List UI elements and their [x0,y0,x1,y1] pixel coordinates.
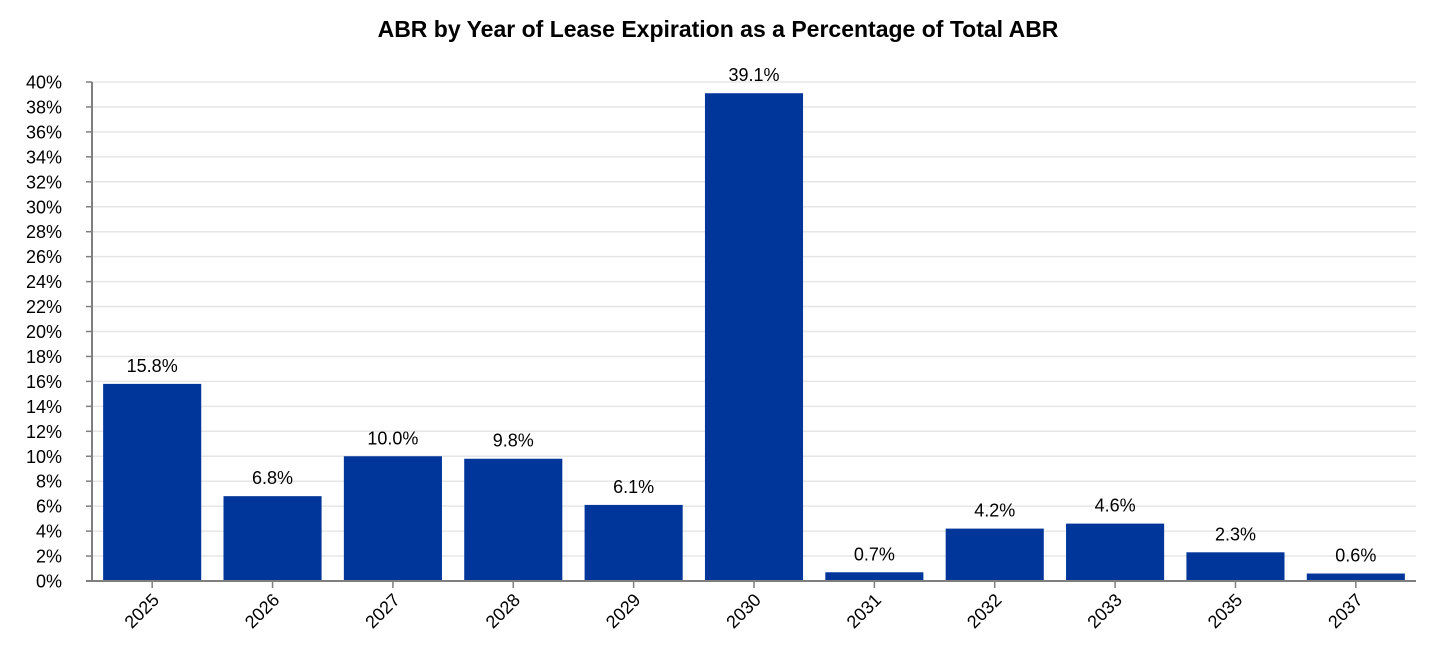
y-tick-label: 38% [26,97,62,117]
y-tick-label: 40% [26,73,62,93]
bar [1306,573,1405,581]
bar [464,458,563,581]
y-tick-label: 6% [36,497,62,517]
x-tick-label: 2030 [722,590,764,632]
bar [945,528,1044,581]
y-tick-label: 34% [26,147,62,167]
data-label: 6.8% [252,468,293,488]
x-tick-label: 2032 [963,590,1005,632]
x-tick-label: 2026 [241,590,283,632]
y-tick-label: 32% [26,172,62,192]
bar [343,456,442,581]
data-label: 39.1% [728,65,779,85]
y-tick-label: 26% [26,247,62,267]
bar [825,572,924,581]
data-label: 0.6% [1335,546,1376,566]
data-label: 4.2% [974,501,1015,521]
x-tick-label: 2025 [121,590,163,632]
x-tick-label: 2037 [1324,590,1366,632]
chart-title: ABR by Year of Lease Expiration as a Per… [377,16,1059,42]
y-tick-label: 18% [26,347,62,367]
y-tick-label: 8% [36,472,62,492]
bar [704,93,804,581]
data-label: 2.3% [1215,524,1256,544]
data-label: 6.1% [613,477,654,497]
bar [223,496,322,581]
x-tick-label: 2033 [1083,590,1125,632]
y-tick-label: 28% [26,222,62,242]
data-label: 15.8% [127,356,178,376]
y-tick-label: 4% [36,522,62,542]
y-tick-label: 24% [26,272,62,292]
x-tick-label: 2029 [602,590,644,632]
y-tick-label: 2% [36,547,62,567]
bar [584,504,683,581]
bar [1066,523,1165,581]
y-tick-label: 30% [26,197,62,217]
x-tick-label: 2027 [361,590,403,632]
y-tick-label: 0% [36,572,62,592]
bar [103,383,202,581]
y-tick-label: 16% [26,372,62,392]
y-tick-label: 36% [26,122,62,142]
y-tick-label: 10% [26,447,62,467]
y-tick-label: 14% [26,397,62,417]
bar [1186,552,1285,581]
x-tick-label: 2028 [482,590,524,632]
y-tick-label: 12% [26,422,62,442]
data-label: 9.8% [493,431,534,451]
data-label: 10.0% [367,428,418,448]
data-label: 0.7% [854,544,895,564]
x-tick-label: 2031 [843,590,885,632]
y-tick-label: 20% [26,322,62,342]
data-label: 4.6% [1095,496,1136,516]
x-tick-label: 2035 [1204,590,1246,632]
y-tick-label: 22% [26,297,62,317]
